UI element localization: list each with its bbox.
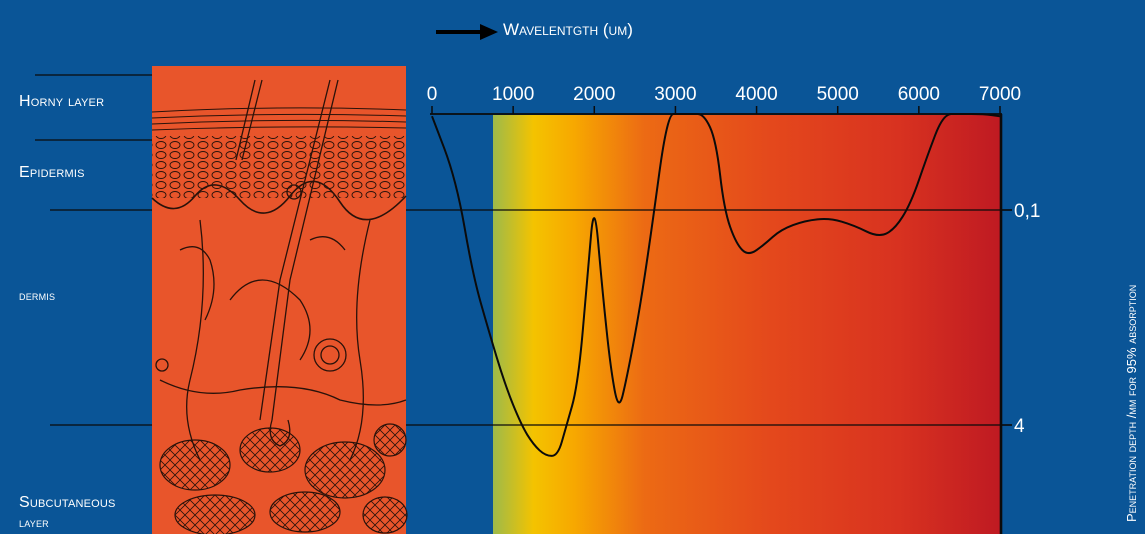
x-tick-label: 3000	[654, 84, 696, 105]
arrow-right-icon	[436, 24, 498, 40]
depth-reference-lines	[406, 209, 1012, 426]
layer-label-subcutaneous: Subcutaneous	[19, 494, 116, 511]
layer-label-layer: layer	[19, 516, 49, 530]
layer-label-horny: Horny layer	[19, 93, 105, 110]
layer-label-epidermis: Epidermis	[19, 164, 85, 181]
y-tick-label: 0,1	[1014, 201, 1040, 222]
spectrum-band	[493, 115, 1000, 534]
x-tick-label: 6000	[898, 84, 940, 105]
skin-cross-section	[151, 66, 408, 534]
x-tick-label: 7000	[979, 84, 1021, 105]
x-tick-label: 2000	[573, 84, 615, 105]
x-ticks: 0 1000 2000 3000 4000 5000 6000 7000	[427, 84, 1021, 114]
y-axis-title: Penetration depth /mm for 95% absorption	[1124, 284, 1139, 522]
x-tick-label: 4000	[735, 84, 777, 105]
y-ticks: 0,14	[1001, 201, 1040, 437]
layer-divider-lines	[35, 74, 152, 426]
x-tick-label: 0	[427, 84, 438, 105]
penetration-curve	[431, 113, 1001, 457]
x-tick-label: 5000	[817, 84, 859, 105]
x-axis-title: Wavelentgth (um)	[503, 20, 633, 39]
x-tick-label: 1000	[492, 84, 534, 105]
layer-label-dermis: dermis	[19, 289, 56, 303]
y-tick-label: 4	[1014, 416, 1025, 437]
